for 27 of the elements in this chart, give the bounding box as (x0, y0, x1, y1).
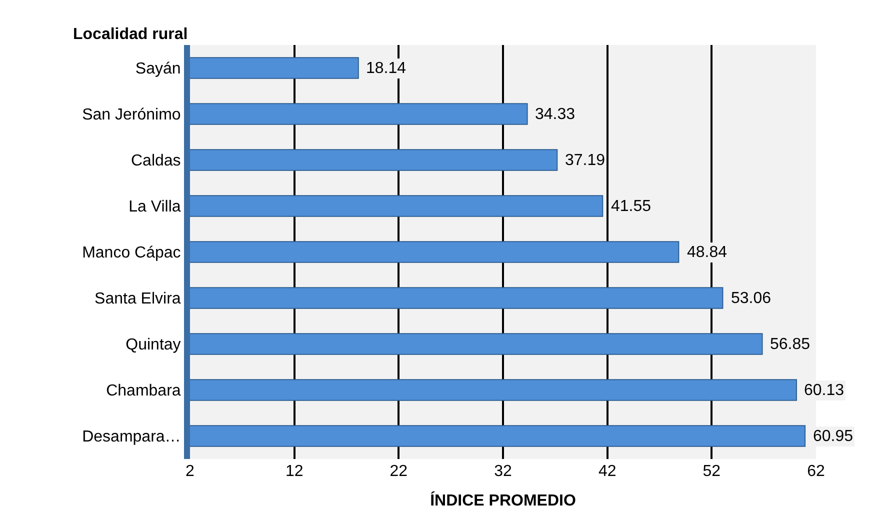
x-tick-label: 32 (494, 463, 512, 480)
data-label: 60.95 (813, 428, 854, 445)
data-label: 34.33 (535, 106, 576, 123)
y-tick-label: Santa Elvira (94, 290, 181, 308)
data-label: 48.84 (687, 244, 728, 261)
y-tick-label: Sayán (135, 60, 181, 78)
data-label: 37.19 (565, 152, 606, 169)
x-axis-title: ÍNDICE PROMEDIO (430, 490, 576, 510)
x-tick-label: 2 (186, 463, 195, 480)
y-tick-label: San Jerónimo (82, 106, 181, 124)
x-tick-label: 42 (598, 463, 616, 480)
x-tick-label: 22 (390, 463, 408, 480)
x-tick-label: 52 (702, 463, 721, 480)
y-axis-title: Localidad rural (73, 26, 188, 43)
y-tick-label: Caldas (130, 152, 181, 170)
x-tick-label: 12 (285, 463, 304, 480)
data-label: 56.85 (770, 336, 810, 353)
data-label: 60.13 (804, 382, 844, 399)
data-label: 41.55 (611, 198, 652, 215)
x-tick-label: 62 (807, 463, 825, 480)
y-tick-label: Quintay (126, 336, 181, 354)
y-tick-label: Chambara (106, 382, 181, 400)
y-tick-label: Desampara… (82, 428, 181, 446)
data-label: 18.14 (366, 60, 406, 77)
y-tick-label: Manco Cápac (82, 244, 181, 262)
data-label: 53.06 (731, 290, 772, 307)
y-tick-label: La Villa (128, 198, 181, 216)
